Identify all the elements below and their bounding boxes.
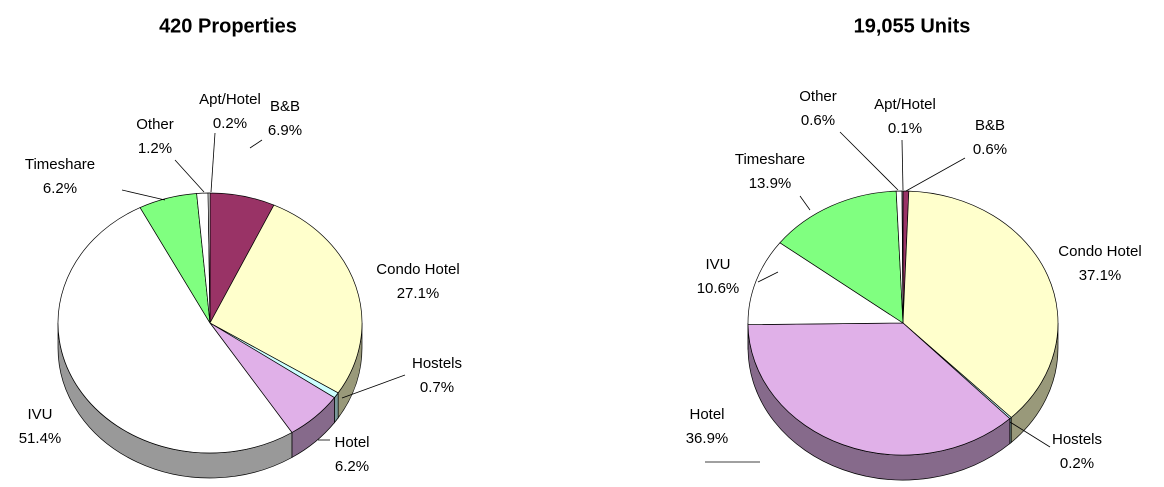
slice-label: Other [136, 116, 174, 133]
value-label: 6.2% [43, 180, 77, 197]
value-label: 27.1% [397, 285, 440, 302]
leader-line [799, 195, 811, 211]
slice-label: Hostels [1052, 431, 1102, 448]
slice [747, 322, 1011, 456]
slice-label: B&B [270, 98, 300, 115]
slice-label: Timeshare [735, 151, 805, 168]
slice-label: Other [799, 88, 837, 105]
value-label: 36.9% [686, 430, 729, 447]
slice-label: Timeshare [25, 156, 95, 173]
slice-label: Condo Hotel [376, 261, 459, 278]
value-label: 37.1% [1079, 267, 1122, 284]
value-label: 0.7% [420, 379, 454, 396]
slice [901, 190, 904, 324]
slice [779, 190, 904, 324]
leader-line [341, 374, 406, 399]
slice-label: B&B [975, 117, 1005, 134]
slice [57, 207, 293, 454]
slice [207, 192, 211, 324]
slice-label: Hotel [689, 406, 724, 423]
slice-label: Hotel [334, 434, 369, 451]
leader-line [839, 131, 899, 191]
value-label: 0.2% [1060, 455, 1094, 472]
value-label: 10.6% [697, 280, 740, 297]
value-label: 51.4% [19, 430, 62, 447]
slice-label: Hostels [412, 355, 462, 372]
slice [209, 204, 363, 394]
chart-title: 420 Properties [159, 15, 297, 37]
value-label: 0.1% [888, 120, 922, 137]
value-label: 13.9% [749, 175, 792, 192]
leader-line [905, 157, 966, 192]
value-label: 6.2% [335, 458, 369, 475]
slice-label: Apt/Hotel [874, 96, 936, 113]
value-label: 0.2% [213, 115, 247, 132]
value-label: 6.9% [268, 122, 302, 139]
slice-label: IVU [705, 256, 730, 273]
leader-line [1009, 421, 1051, 448]
leader-line [121, 189, 166, 201]
value-label: 0.6% [973, 141, 1007, 158]
value-label: 0.6% [801, 112, 835, 129]
slice [747, 242, 905, 326]
chart-title: 19,055 Units [854, 15, 971, 37]
value-label: 1.2% [138, 140, 172, 157]
leader-line [757, 271, 779, 283]
slice-label: Condo Hotel [1058, 243, 1141, 260]
leader-line [249, 139, 263, 149]
slice [902, 190, 1059, 418]
leader-line [174, 159, 205, 193]
slice-label: Apt/Hotel [199, 91, 261, 108]
leader-line [210, 132, 216, 193]
slice-label: IVU [27, 406, 52, 423]
leader-line [901, 139, 904, 191]
